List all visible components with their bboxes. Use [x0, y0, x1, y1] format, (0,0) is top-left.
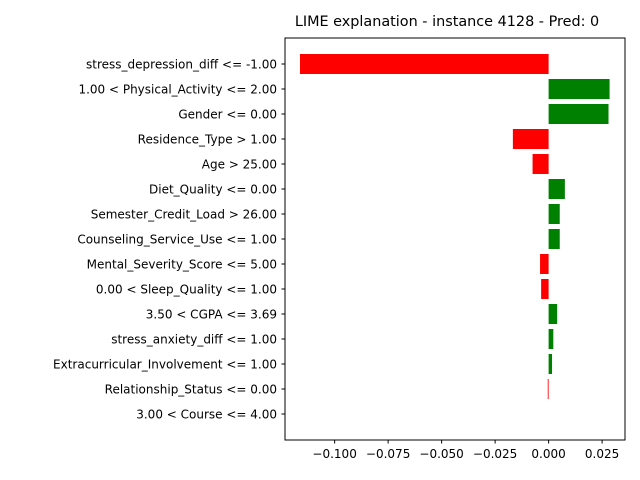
- bar-3: [512, 129, 549, 149]
- x-tick-label-2: −0.050: [419, 447, 463, 461]
- y-tick-label-5: Diet_Quality <= 0.00: [149, 183, 277, 197]
- y-tick-label-0: stress_depression_diff <= -1.00: [86, 58, 277, 72]
- y-tick-label-3: Residence_Type > 1.00: [138, 133, 277, 147]
- y-tick-label-4: Age > 25.00: [202, 158, 277, 172]
- x-tick-label-5: 0.025: [585, 447, 619, 461]
- y-tick-label-6: Semester_Credit_Load > 26.00: [91, 208, 277, 222]
- bar-6: [548, 204, 560, 224]
- y-tick-label-2: Gender <= 0.00: [178, 108, 277, 122]
- chart-title: LIME explanation - instance 4128 - Pred:…: [295, 14, 599, 30]
- y-tick-label-13: Relationship_Status <= 0.00: [105, 383, 277, 397]
- x-tick-label-4: 0.000: [531, 447, 565, 461]
- axes-frame: [284, 37, 626, 441]
- bar-7: [548, 229, 560, 249]
- y-tick-labels: stress_depression_diff <= -1.00 1.00 < Ph…: [53, 58, 285, 422]
- x-tick-label-3: −0.025: [473, 447, 517, 461]
- y-tick-label-10: 3.50 < CGPA <= 3.69: [146, 308, 277, 322]
- x-ticks: −0.100 −0.075 −0.050 −0.025 0.000 0.025: [312, 440, 619, 461]
- y-tick-label-7: Counseling_Service_Use <= 1.00: [77, 233, 277, 247]
- bar-4: [532, 154, 549, 174]
- bar-11: [548, 329, 554, 349]
- bar-8: [540, 254, 549, 274]
- bar-1: [548, 79, 610, 99]
- y-tick-label-1: 1.00 < Physical_Activity <= 2.00: [78, 83, 277, 97]
- bars-group: [299, 54, 610, 399]
- y-tick-label-14: 3.00 < Course <= 4.00: [136, 408, 277, 422]
- bar-2: [548, 104, 609, 124]
- bar-10: [548, 304, 558, 324]
- bar-0: [299, 54, 549, 74]
- bar-13: [547, 379, 549, 399]
- y-tick-label-11: stress_anxiety_diff <= 1.00: [111, 333, 277, 347]
- y-tick-label-8: Mental_Severity_Score <= 5.00: [87, 258, 277, 272]
- bar-5: [548, 179, 565, 199]
- bar-9: [541, 279, 549, 299]
- y-tick-label-12: Extracurricular_Involvement <= 1.00: [53, 358, 277, 372]
- y-tick-label-9: 0.00 < Sleep_Quality <= 1.00: [96, 283, 277, 297]
- x-tick-label-0: −0.100: [312, 447, 356, 461]
- x-tick-label-1: −0.075: [366, 447, 410, 461]
- bar-12: [548, 354, 553, 374]
